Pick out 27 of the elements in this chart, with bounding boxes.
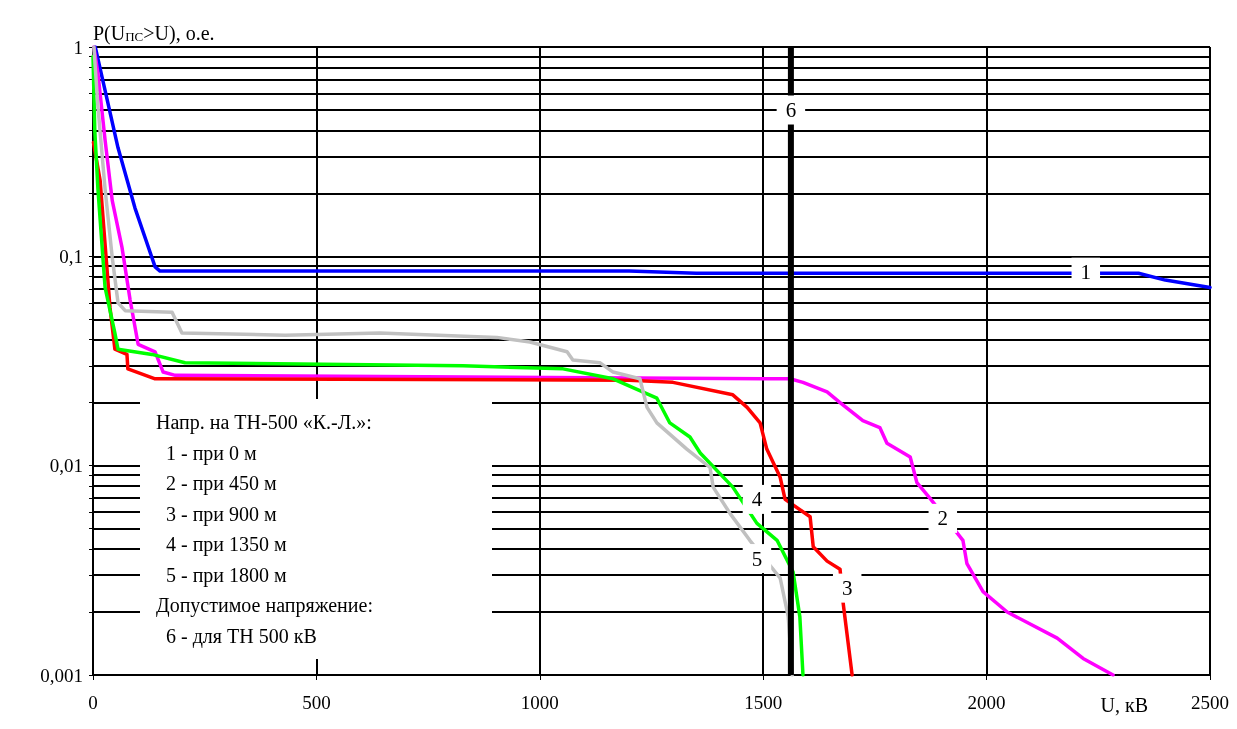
annotation: 4 <box>751 487 763 512</box>
annotation: 5 - при 1800 м <box>165 562 288 589</box>
annotation: 6 - для ТН 500 кВ <box>165 623 318 650</box>
annotation: 6 <box>785 98 797 123</box>
annotation: Напр. на ТН-500 «К.-Л.»: <box>155 410 373 436</box>
line-series <box>92 45 1115 677</box>
y-tick-label: 0,01 <box>49 455 83 477</box>
x-axis-title: U, кВ <box>1100 694 1148 716</box>
annotation: 5 <box>751 546 763 571</box>
annotation: 1 - при 0 м <box>165 440 258 467</box>
annotation: 1 <box>1080 260 1092 285</box>
x-tick-label: 2000 <box>967 692 1006 713</box>
y-tick-label: 1 <box>73 36 83 58</box>
x-tick-label: 500 <box>302 692 331 713</box>
x-tick-label: 2500 <box>1191 692 1229 713</box>
annotation: 3 <box>841 576 853 601</box>
y-axis-title: P(UПС>U), о.е. <box>93 21 215 45</box>
y-tick-label: 0,001 <box>40 664 83 686</box>
x-tick-label: 0 <box>88 692 98 713</box>
x-tick-label: 1000 <box>520 692 559 713</box>
x-tick-label: 1500 <box>744 692 783 713</box>
y-tick-label: 0,1 <box>59 245 83 267</box>
annotation: 3 - при 900 м <box>165 501 278 528</box>
annotation: Допустимое напряжение: <box>155 593 374 619</box>
annotation: 2 - при 450 м <box>165 471 278 497</box>
annotation: 4 - при 1350 м <box>165 532 288 558</box>
annotation: 2 <box>937 506 949 531</box>
